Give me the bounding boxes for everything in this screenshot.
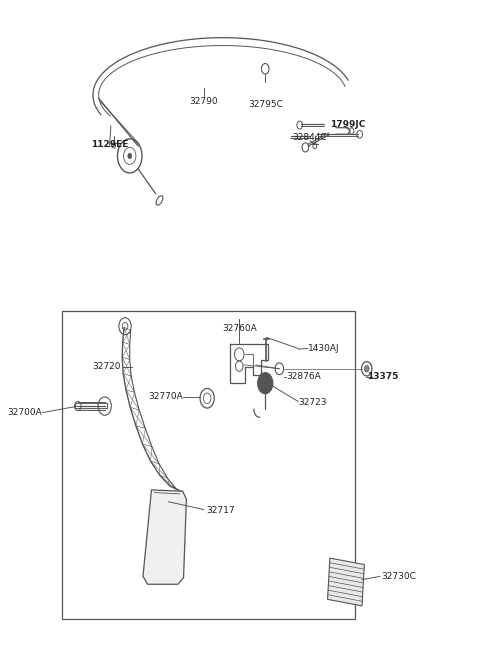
Bar: [62, 311, 355, 619]
Polygon shape: [143, 490, 186, 584]
Text: 32730C: 32730C: [381, 572, 416, 581]
Text: 32717: 32717: [206, 506, 235, 515]
Text: 1129EE: 1129EE: [91, 140, 128, 149]
Circle shape: [364, 365, 369, 372]
Text: 32790: 32790: [190, 97, 218, 106]
Text: 32720: 32720: [93, 362, 121, 371]
Text: 32795C: 32795C: [248, 100, 283, 109]
Text: 13375: 13375: [367, 372, 398, 381]
Circle shape: [128, 153, 132, 159]
Text: 1799JC: 1799JC: [330, 120, 365, 129]
Text: 32844C: 32844C: [293, 133, 327, 142]
Text: 32760A: 32760A: [222, 324, 257, 333]
Text: 1430AJ: 1430AJ: [308, 344, 339, 353]
Text: 32770A: 32770A: [148, 392, 182, 401]
Text: 32700A: 32700A: [7, 408, 42, 417]
Polygon shape: [327, 558, 364, 606]
Text: 32876A: 32876A: [287, 372, 321, 381]
Text: 32723: 32723: [298, 398, 327, 407]
Circle shape: [258, 373, 273, 394]
